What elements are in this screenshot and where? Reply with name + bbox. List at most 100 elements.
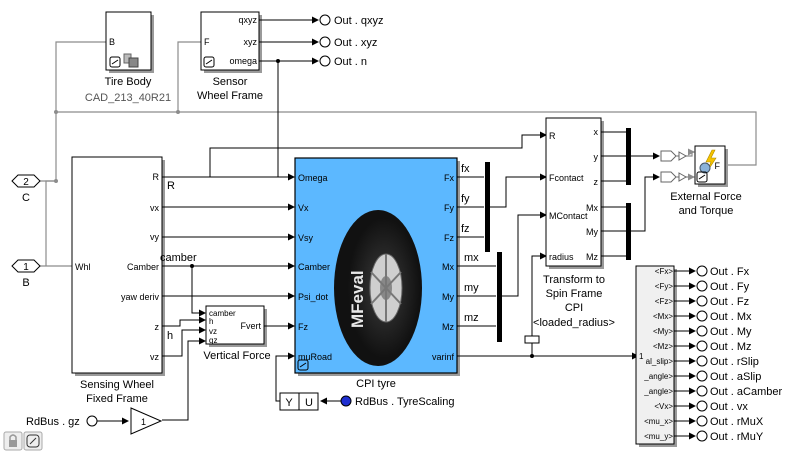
cpi-port-mx: Mx xyxy=(442,262,454,272)
sensor-port-qxyz: qxyz xyxy=(238,15,257,25)
link-button[interactable] xyxy=(23,431,43,451)
sensing-port-vz: vz xyxy=(150,352,160,362)
cpi-port-muroad: muRoad xyxy=(298,352,332,362)
force-vector-mux xyxy=(626,128,631,185)
tire-body-port-b: B xyxy=(109,37,115,47)
outport-n-label: Out . n xyxy=(334,56,367,68)
inport-c-number: 2 xyxy=(23,177,29,188)
transform-port-x: x xyxy=(594,127,599,137)
tire-body-block[interactable]: B Tire Body CAD_213_40R21 xyxy=(85,11,171,104)
sensor-port-f: F xyxy=(204,37,210,47)
outport-qxyz[interactable]: Out . qxyz xyxy=(319,14,384,27)
outport-label: Out . vx xyxy=(710,401,748,413)
lock-button[interactable] xyxy=(3,431,23,451)
right-outport[interactable]: Out . Fy xyxy=(674,280,750,293)
rdbus-tyrescaling-from[interactable]: RdBus . TyreScaling xyxy=(340,395,454,408)
right-outport[interactable]: Out . rMuX xyxy=(674,415,764,428)
sensing-port-z: z xyxy=(155,322,160,332)
sensing-port-yaw-deriv: yaw deriv xyxy=(121,292,160,302)
link-icon xyxy=(696,171,708,183)
outport-circle xyxy=(696,400,708,412)
selector-port-label: al_slip> xyxy=(646,357,674,366)
multibody-icon xyxy=(123,53,139,68)
right-outport[interactable]: Out . Fx xyxy=(674,265,750,278)
ps-converter-force[interactable] xyxy=(660,148,695,162)
right-outport[interactable]: Out . aCamber xyxy=(674,385,782,398)
sensor-block[interactable]: F qxyz xyz omega Sensor Wheel Frame xyxy=(197,11,263,102)
force-label-fy: fy xyxy=(461,193,470,205)
sensing-port-whl: Whl xyxy=(75,262,91,272)
sensing-output-wires: R camber h xyxy=(160,131,547,421)
bus-selector-block[interactable]: 1 <Fx> <Fy> <Fz> <Mx> <My> <Mz> al_slip> _angle… xyxy=(635,265,677,447)
selector-port-label: <mu_x> xyxy=(644,417,673,426)
inport-b-number: 1 xyxy=(23,262,29,273)
outport-circle xyxy=(696,265,708,277)
cpi-port-camber: Camber xyxy=(298,262,330,272)
transform-port-y: y xyxy=(594,152,599,162)
outport-n[interactable]: Out . n xyxy=(319,55,367,68)
gain-block[interactable]: 1 xyxy=(130,407,163,435)
transform-port-mz: Mz xyxy=(586,252,598,262)
right-outport[interactable]: Out . Mx xyxy=(674,310,752,323)
sensor-port-xyz: xyz xyxy=(244,37,258,47)
selector-port-label: <mu_y> xyxy=(644,432,673,441)
tire-body-subtitle: CAD_213_40R21 xyxy=(85,92,171,104)
outport-xyz-label: Out . xyz xyxy=(334,37,377,49)
cpi-output-wires: fx fy fz mx my mz xyxy=(457,162,639,360)
vertical-force-block[interactable]: camber h vz gz Fvert Vertical Force xyxy=(203,305,271,362)
right-outport[interactable]: Out . vx xyxy=(674,400,748,413)
link-icon xyxy=(203,56,215,68)
link-icon xyxy=(109,56,121,68)
right-outport[interactable]: Out . rMuY xyxy=(674,430,764,443)
vf-port-gz: gz xyxy=(209,336,217,345)
cpi-port-mz: Mz xyxy=(442,322,454,332)
selector-port-label: <My> xyxy=(653,327,673,336)
outport-label: Out . Fy xyxy=(710,281,750,293)
force-mux-bar xyxy=(485,162,490,252)
signal-label-camber: camber xyxy=(160,252,197,264)
external-force-block[interactable]: F External Force and Torque xyxy=(670,145,742,217)
vf-port-vz: vz xyxy=(209,327,217,336)
sensing-name-line1: Sensing Wheel xyxy=(80,379,154,391)
selector-port-label: <Mx> xyxy=(653,312,673,321)
transform-block[interactable]: R Fcontact MContact radius x y z Mx My M… xyxy=(533,117,615,329)
right-outport[interactable]: Out . Mz xyxy=(674,340,752,353)
cpi-tyre-name: CPI tyre xyxy=(356,378,396,390)
bus-selector-marker: 1 xyxy=(639,352,644,361)
outport-circle xyxy=(696,355,708,367)
cpi-port-vx: Vx xyxy=(298,203,309,213)
cpi-tyre-block[interactable]: Omega Vx Vsy Camber Psi_dot Fz muRoad Fx… xyxy=(294,157,460,390)
link-icon xyxy=(297,359,309,371)
sensor-port-omega: omega xyxy=(229,56,257,66)
force-label-fz: fz xyxy=(461,223,470,235)
selector-port-label: <Mz> xyxy=(653,342,673,351)
sensor-name-line1: Sensor xyxy=(213,76,248,88)
transform-port-fcontact: Fcontact xyxy=(549,173,584,183)
transform-port-mcontact: MContact xyxy=(549,211,588,221)
inport-c[interactable]: 2 C xyxy=(11,174,41,204)
inport-b[interactable]: 1 B xyxy=(11,259,41,289)
sensor-name-line2: Wheel Frame xyxy=(197,90,263,102)
vf-port-h: h xyxy=(209,317,213,326)
cpi-port-fz: Fz xyxy=(298,322,308,332)
sensing-port-camber: Camber xyxy=(127,262,159,272)
moment-mux-bar xyxy=(497,252,502,342)
tire-image: MFeval xyxy=(334,210,422,366)
vf-port-fvert: Fvert xyxy=(240,321,261,331)
right-outport[interactable]: Out . Fz xyxy=(674,295,749,308)
outport-xyz[interactable]: Out . xyz xyxy=(319,36,377,49)
cpi-port-fx: Fx xyxy=(444,173,454,183)
outport-label: Out . Mz xyxy=(710,341,752,353)
right-outport[interactable]: Out . My xyxy=(674,325,752,338)
sensing-wheel-block[interactable]: Whl R vx vy Camber yaw deriv z vz Sensin… xyxy=(71,156,165,405)
yu-block[interactable]: Y U xyxy=(279,392,319,411)
transform-port-radius: radius xyxy=(549,252,574,262)
right-outport[interactable]: Out . aSlip xyxy=(674,370,761,383)
inport-c-name: C xyxy=(22,192,30,204)
outport-label: Out . aCamber xyxy=(710,386,782,398)
ps-converter-torque[interactable] xyxy=(660,171,695,183)
right-outport[interactable]: Out . rSlip xyxy=(674,355,759,368)
yu-block-y: Y xyxy=(285,397,293,409)
vertical-force-name: Vertical Force xyxy=(203,350,270,362)
rdbus-gz-from[interactable]: RdBus . gz xyxy=(26,415,98,428)
